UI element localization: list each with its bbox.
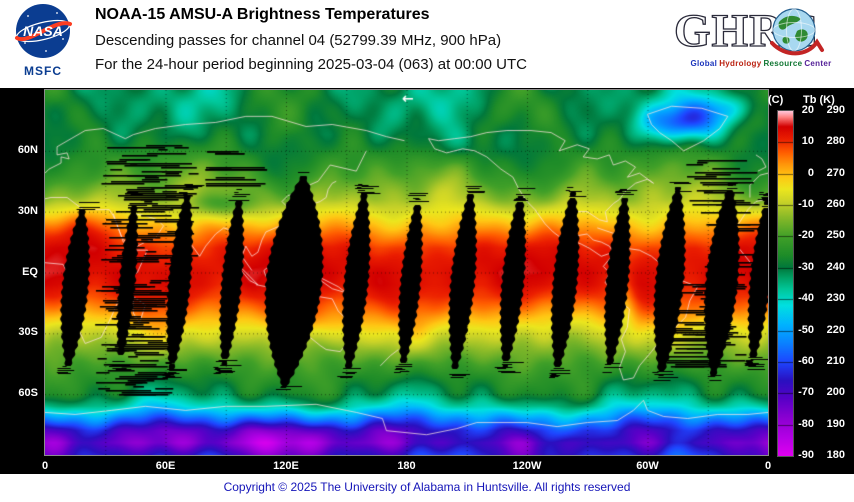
lon-label-0-6: 0 [764, 460, 772, 472]
msfc-label: MSFC [24, 64, 62, 78]
kelvin-value: 220 [826, 323, 845, 336]
colorbar-tick-220: -50 220 [792, 324, 845, 336]
colorbar [777, 110, 794, 457]
celsius-value: -50 [798, 323, 814, 336]
lat-label-60S: 60S [18, 387, 38, 400]
kelvin-value: 260 [826, 198, 845, 211]
copyright-text: Copyright © 2025 The University of Alaba… [223, 480, 631, 494]
colorbar-unit-kelvin: Tb (K) [803, 94, 835, 106]
kelvin-value: 290 [826, 104, 845, 116]
colorbar-tick-190: -80 190 [792, 418, 845, 430]
ghrc-acronym-icon: GHRC [673, 4, 824, 58]
kelvin-value: 180 [826, 449, 845, 461]
kelvin-value: 250 [826, 229, 845, 242]
celsius-value: -90 [798, 449, 814, 461]
kelvin-value: 280 [826, 135, 845, 148]
nasa-logo: NASA MSFC [12, 3, 74, 78]
subtitle-channel: Descending passes for channel 04 (52799.… [95, 32, 502, 49]
colorbar-tick-250: -20 250 [792, 229, 845, 241]
colorbar-unit-celsius: (C) [768, 94, 784, 106]
kelvin-value: 230 [826, 292, 845, 305]
lon-label-120E-2: 120E [273, 460, 299, 472]
celsius-value: -80 [798, 417, 814, 430]
kelvin-value: 200 [826, 386, 845, 399]
colorbar-tick-260: -10 260 [792, 198, 845, 210]
title-block: NOAA-15 AMSU-A Brightness Temperatures D… [95, 6, 527, 80]
celsius-value: -60 [798, 354, 814, 367]
footer: Copyright © 2025 The University of Alaba… [0, 474, 854, 502]
celsius-value: 10 [801, 135, 814, 148]
lon-label-60W-5: 60W [636, 460, 659, 472]
lat-label-EQ: EQ [22, 265, 38, 278]
kelvin-value: 270 [826, 166, 845, 179]
lon-label-60E-1: 60E [155, 460, 176, 472]
lon-label-120W-4: 120W [512, 460, 542, 472]
ghrc-tagline-word: Hydrology [719, 59, 762, 68]
ghrc-logo: GHRC Global Hydrology Resource Center [672, 2, 850, 68]
colorbar-tick-180: -90 180 [792, 449, 845, 461]
kelvin-value: 210 [826, 354, 845, 367]
colorbar-tick-280: 10 280 [792, 135, 845, 147]
ghrc-tagline-word: Resource [763, 59, 803, 68]
kelvin-value: 240 [826, 260, 845, 273]
celsius-value: 20 [801, 104, 814, 116]
colorbar-tick-270: 0 270 [792, 167, 845, 179]
colorbar-tick-230: -40 230 [792, 292, 845, 304]
globe-icon [770, 8, 824, 56]
page-title: NOAA-15 AMSU-A Brightness Temperatures [95, 6, 430, 23]
celsius-value: 0 [807, 166, 814, 179]
nasa-text: NASA [23, 23, 63, 39]
lat-label-60N: 60N [17, 143, 38, 156]
celsius-value: -70 [798, 386, 814, 399]
header: NASA MSFC NOAA-15 AMSU-A Brightness Temp… [0, 0, 854, 88]
colorbar-tick-200: -70 200 [792, 386, 845, 398]
celsius-value: -10 [798, 198, 814, 211]
ghrc-red-swoosh-icon [770, 38, 824, 56]
colorbar-tick-290: 20 290 [792, 104, 845, 116]
lon-label-0-0: 0 [41, 460, 49, 472]
lat-label-30S: 30S [18, 326, 38, 339]
ghrc-tagline-word: Global [690, 59, 718, 68]
colorbar-tick-240: -30 240 [792, 261, 845, 273]
celsius-value: -20 [798, 229, 814, 242]
colorbar-tick-210: -60 210 [792, 355, 845, 367]
lon-label-180-3: 180 [397, 460, 416, 472]
nasa-swoosh-icon [15, 21, 72, 42]
subtitle-period: For the 24-hour period beginning 2025-03… [95, 56, 527, 73]
kelvin-value: 190 [826, 417, 845, 430]
brightness-temperature-map [44, 89, 769, 456]
nasa-meatball-icon: NASA [15, 4, 72, 58]
celsius-value: -30 [798, 260, 814, 273]
celsius-value: -40 [798, 292, 814, 305]
ghrc-tagline: Global Hydrology Resource Center [672, 59, 850, 68]
lat-label-30N: 30N [17, 204, 38, 217]
map-figure: (C) Tb (K) 60N 30N EQ 30S 60S 0 60E 120E 180 120W… [0, 88, 854, 474]
ghrc-tagline-word: Center [804, 59, 832, 68]
